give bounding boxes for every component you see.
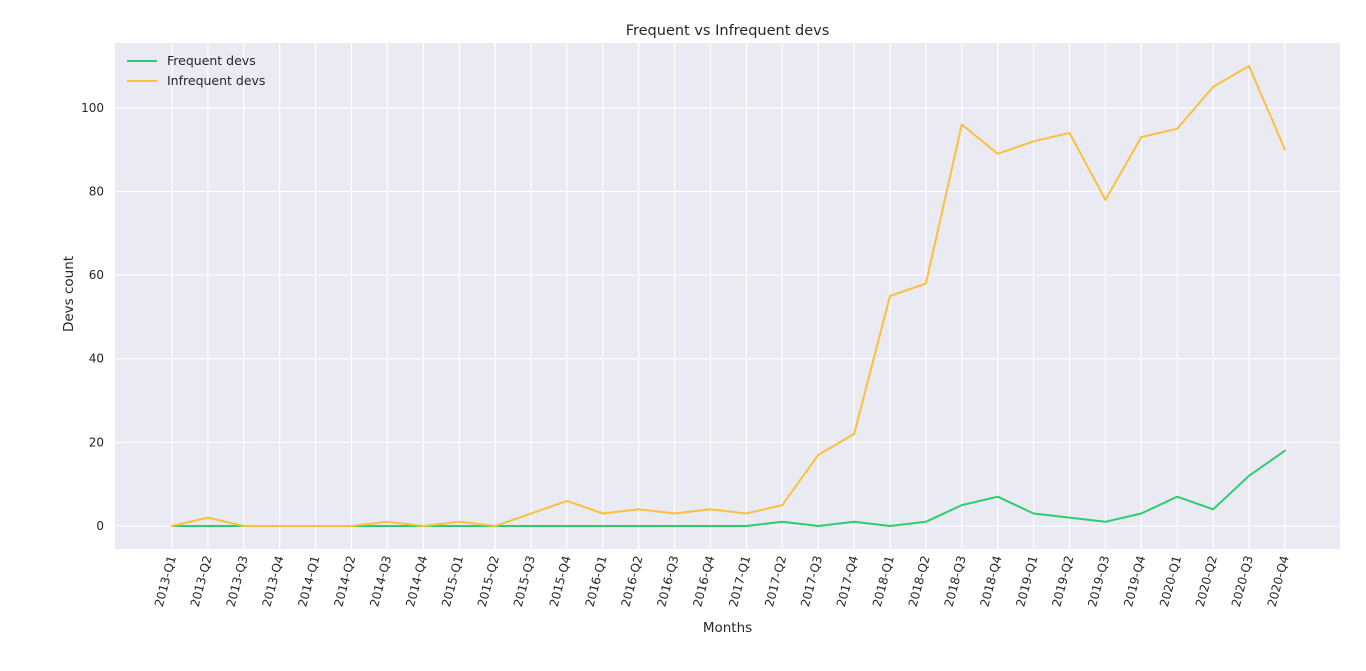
x-tick-label: 2017-Q1 — [726, 554, 753, 608]
x-axis-ticks: 2013-Q1 2013-Q2 2013-Q3 2013-Q4 2014-Q1 2014-… — [152, 554, 1292, 608]
x-tick-label: 2018-Q2 — [906, 554, 933, 608]
x-tick-label: 2020-Q2 — [1193, 554, 1220, 608]
x-tick-label: 2018-Q4 — [978, 554, 1005, 608]
x-axis-label: Months — [703, 620, 752, 636]
legend: Frequent devs Infrequent devs — [127, 53, 265, 88]
x-tick-label: 2013-Q3 — [224, 554, 251, 608]
x-tick-label: 2015-Q1 — [439, 554, 466, 608]
x-tick-label: 2018-Q1 — [870, 554, 897, 608]
x-tick-label: 2020-Q4 — [1265, 554, 1292, 608]
x-tick-label: 2015-Q2 — [475, 554, 502, 608]
grid-lines — [115, 43, 1340, 549]
y-tick-label: 100 — [81, 101, 104, 115]
x-tick-label: 2015-Q3 — [511, 554, 538, 608]
x-tick-label: 2015-Q4 — [547, 554, 574, 608]
x-tick-label: 2014-Q3 — [367, 554, 394, 608]
x-tick-label: 2016-Q2 — [619, 554, 646, 608]
x-tick-label: 2019-Q4 — [1121, 554, 1148, 608]
x-tick-label: 2020-Q3 — [1229, 554, 1256, 608]
x-tick-label: 2013-Q1 — [152, 554, 179, 608]
y-tick-label: 40 — [89, 352, 104, 366]
legend-entry: Infrequent devs — [167, 73, 265, 88]
x-tick-label: 2014-Q1 — [295, 554, 322, 608]
chart-title: Frequent vs Infrequent devs — [626, 23, 830, 39]
y-axis-ticks: 0 20 40 60 80 100 — [81, 101, 104, 533]
y-tick-label: 60 — [89, 268, 104, 282]
y-axis-label: Devs count — [61, 256, 77, 332]
x-tick-label: 2016-Q3 — [654, 554, 681, 608]
x-tick-label: 2016-Q4 — [690, 554, 717, 608]
y-tick-label: 0 — [96, 519, 104, 533]
x-tick-label: 2017-Q3 — [798, 554, 825, 608]
x-tick-label: 2019-Q3 — [1085, 554, 1112, 608]
x-tick-label: 2013-Q4 — [260, 554, 287, 608]
y-tick-label: 80 — [89, 184, 104, 198]
x-tick-label: 2017-Q2 — [762, 554, 789, 608]
series-line-infrequent-devs — [171, 65, 1286, 527]
x-tick-label: 2019-Q1 — [1013, 554, 1040, 608]
x-tick-label: 2014-Q4 — [403, 554, 430, 608]
x-tick-label: 2018-Q3 — [942, 554, 969, 608]
x-tick-label: 2019-Q2 — [1049, 554, 1076, 608]
x-tick-label: 2013-Q2 — [188, 554, 215, 608]
x-tick-label: 2014-Q2 — [331, 554, 358, 608]
series-lines — [171, 65, 1286, 527]
legend-entry: Frequent devs — [167, 53, 256, 68]
plot-area — [115, 43, 1340, 549]
y-tick-label: 20 — [89, 435, 104, 449]
x-tick-label: 2020-Q1 — [1157, 554, 1184, 608]
x-tick-label: 2017-Q4 — [834, 554, 861, 608]
x-tick-label: 2016-Q1 — [583, 554, 610, 608]
